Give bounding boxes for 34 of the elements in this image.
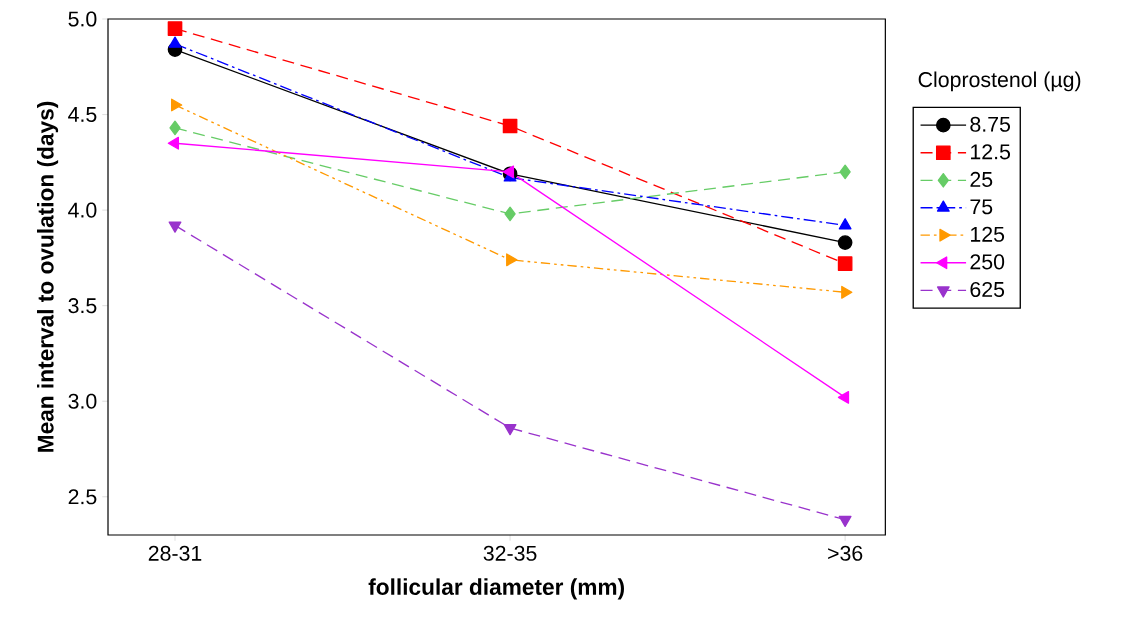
point [838,515,852,528]
x-axis-title: follicular diameter (mm) [368,578,624,600]
point [168,36,182,48]
legend-title: Cloprostenol (µg) [918,71,1081,92]
y-tick-label: 3.5 [68,298,97,314]
y-tick-label: 5.0 [68,11,97,27]
point [169,120,181,136]
point [841,285,853,299]
y-tick-label: 2.5 [68,489,97,505]
y-tick-label: 4.5 [68,107,97,122]
legend-label: 250 [970,254,1005,270]
point [837,390,850,404]
legend-label: 8.75 [970,116,1011,132]
x-tick-label: 28-31 [148,545,202,561]
point [503,423,517,436]
x-tick-label: 32-35 [483,545,537,561]
point [167,21,183,36]
legend-label: 25 [970,171,993,187]
point [502,118,518,134]
y-tick-label: 4.0 [68,202,97,218]
point [504,206,516,222]
y-tick-label: 3.0 [68,393,97,409]
point [837,235,853,250]
x-tick-label: >36 [828,545,863,561]
point [839,164,851,180]
legend-label: 625 [970,281,1005,297]
legend-label: 125 [971,226,1005,242]
point [838,218,852,230]
point [837,256,853,271]
point [167,136,180,150]
point [168,221,182,233]
legend-label: 12.5 [971,144,1011,160]
legend-label: 75 [970,199,993,215]
y-axis-title: Mean interval to ovulation (days) [37,101,59,452]
